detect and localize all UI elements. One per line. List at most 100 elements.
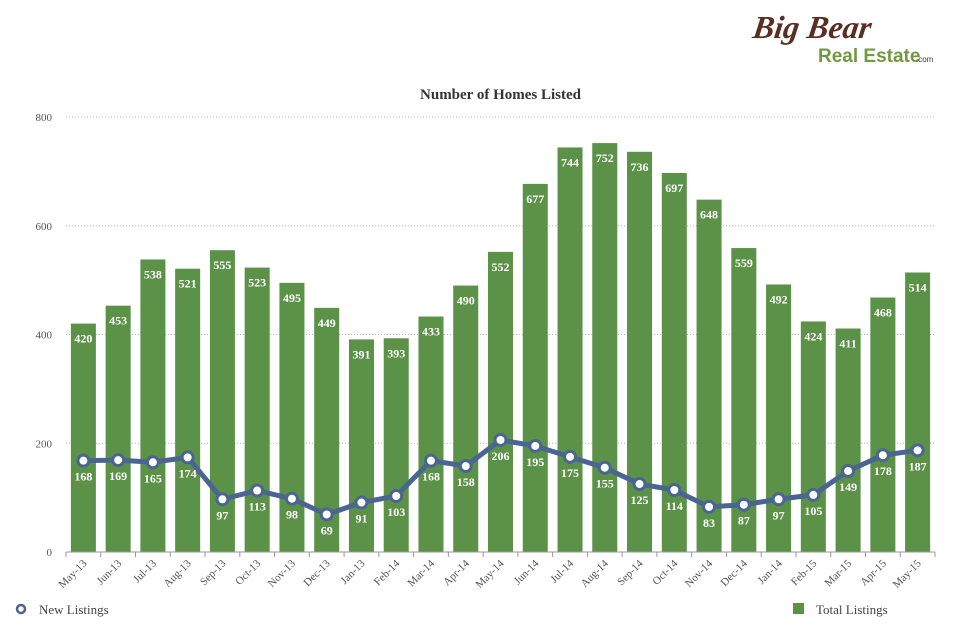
bar-total-listings <box>418 316 444 552</box>
point-new-listings <box>841 463 856 478</box>
point-new-listings <box>284 491 299 506</box>
bar-total-listings <box>453 285 479 552</box>
bar-value-label: 552 <box>492 260 510 274</box>
line-value-label: 168 <box>74 470 92 484</box>
bar-total-listings <box>522 183 548 552</box>
bar-value-label: 744 <box>561 155 579 169</box>
bar-value-label: 393 <box>387 346 405 360</box>
bar-value-label: 468 <box>874 306 892 320</box>
y-tick-label: 600 <box>36 221 53 233</box>
line-value-label: 158 <box>457 475 475 489</box>
point-new-listings <box>76 453 91 468</box>
y-tick-label: 0 <box>47 547 53 559</box>
bar-total-listings <box>487 251 514 552</box>
x-tick-label: Apr-14 <box>441 557 472 588</box>
point-new-listings <box>597 460 612 475</box>
point-new-listings <box>910 443 925 458</box>
point-new-listings <box>632 477 647 492</box>
point-new-listings <box>111 453 126 468</box>
line-value-label: 103 <box>387 505 405 519</box>
point-new-listings <box>493 432 508 447</box>
line-value-label: 87 <box>738 514 750 528</box>
bar-value-label: 420 <box>74 332 92 346</box>
bar-value-label: 391 <box>352 347 370 361</box>
point-new-listings <box>806 487 821 502</box>
bar-total-listings <box>348 339 374 552</box>
line-value-label: 169 <box>109 469 127 483</box>
line-value-label: 97 <box>773 508 785 522</box>
line-value-label: 168 <box>422 470 440 484</box>
x-tick-label: Oct-13 <box>233 557 263 587</box>
bar-total-listings <box>279 282 305 552</box>
point-new-listings <box>702 499 717 514</box>
x-tick-label: Jan-13 <box>338 557 368 587</box>
bar-value-label: 411 <box>839 337 856 351</box>
legend-marker-total-listings <box>793 603 804 614</box>
bar-value-label: 433 <box>422 325 440 339</box>
x-tick-label: Sep-14 <box>615 557 646 588</box>
x-tick-label: Feb-14 <box>372 557 403 588</box>
legend-label-new-listings: New Listings <box>39 602 109 617</box>
bar-value-label: 752 <box>596 151 614 165</box>
x-tick-label: Dec-13 <box>301 557 333 589</box>
svg-text:Real Estate: Real Estate <box>818 46 920 67</box>
x-tick-label: May-15 <box>891 557 924 590</box>
point-new-listings <box>667 483 682 498</box>
bar-value-label: 521 <box>179 277 197 291</box>
line-value-label: 155 <box>596 477 614 491</box>
bar-value-label: 424 <box>804 329 822 343</box>
y-tick-label: 200 <box>36 438 53 450</box>
point-new-listings <box>354 495 369 510</box>
bar-value-label: 449 <box>318 316 336 330</box>
bar-total-listings <box>209 250 235 552</box>
line-value-label: 114 <box>666 499 683 513</box>
line-value-label: 206 <box>492 449 510 463</box>
bar-value-label: 555 <box>213 258 231 272</box>
x-tick-label: Dec-14 <box>719 557 751 589</box>
x-tick-label: Apr-15 <box>858 557 889 588</box>
brand-logo: Big Bear Real Estate .com <box>748 8 958 70</box>
x-tick-label: Sep-13 <box>198 557 229 588</box>
bar-value-label: 490 <box>457 294 475 308</box>
bar-value-label: 538 <box>144 267 162 281</box>
point-new-listings <box>528 438 543 453</box>
x-tick-label: May-14 <box>474 557 507 590</box>
x-tick-label: Jul-14 <box>548 557 576 585</box>
bar-total-listings <box>696 199 722 552</box>
svg-text:.com: .com <box>916 55 934 64</box>
bar-total-listings <box>105 305 131 552</box>
bar-total-listings <box>557 147 583 552</box>
point-new-listings <box>458 459 473 474</box>
point-new-listings <box>215 492 230 507</box>
point-new-listings <box>563 449 578 464</box>
bar-total-listings <box>140 259 166 552</box>
bar-value-label: 648 <box>700 208 718 222</box>
bar-total-listings <box>592 143 618 552</box>
bar-total-listings <box>244 267 270 552</box>
bar-total-listings <box>766 284 792 552</box>
x-tick-label: Jun-14 <box>512 557 542 587</box>
x-tick-label: Mar-15 <box>823 557 855 589</box>
x-tick-label: Jun-13 <box>95 557 125 587</box>
x-tick-label: Oct-14 <box>650 557 680 587</box>
y-tick-label: 800 <box>36 112 53 124</box>
bar-total-listings <box>800 321 826 552</box>
point-new-listings <box>319 507 334 522</box>
line-value-label: 113 <box>249 500 266 514</box>
line-value-label: 98 <box>286 508 298 522</box>
bar-total-listings <box>175 268 201 552</box>
bar-value-label: 697 <box>665 181 683 195</box>
point-new-listings <box>771 492 786 507</box>
svg-text:Big Bear: Big Bear <box>750 9 875 45</box>
point-new-listings <box>389 488 404 503</box>
x-tick-label: Jan-14 <box>755 557 785 587</box>
bar-total-listings <box>627 151 653 553</box>
bar-value-label: 514 <box>909 281 927 295</box>
bar-total-listings <box>70 323 96 552</box>
bar-value-label: 495 <box>283 291 301 305</box>
logo-graphic: Big Bear Real Estate .com <box>750 9 934 67</box>
bar-total-listings <box>383 338 409 552</box>
x-tick-label: Nov-13 <box>266 557 299 590</box>
